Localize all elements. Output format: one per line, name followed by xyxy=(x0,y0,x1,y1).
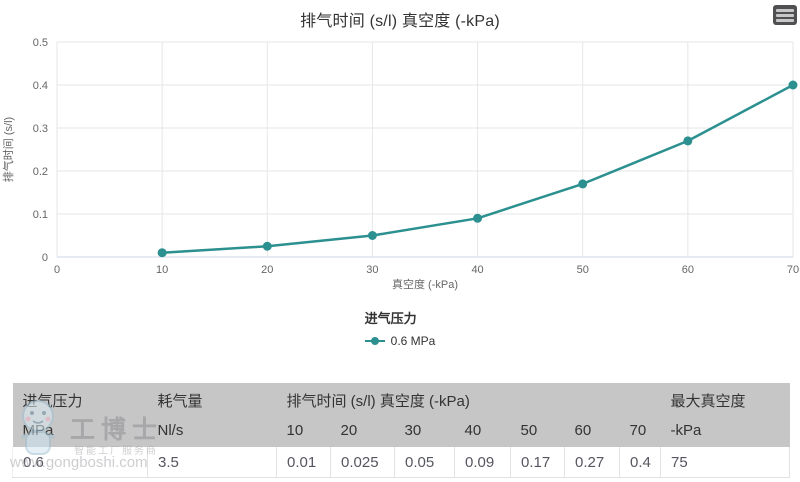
x-tick-label: 10 xyxy=(156,264,168,276)
x-tick-label: 0 xyxy=(54,264,60,276)
x-tick-label: 30 xyxy=(366,264,378,276)
cell-t10: 0.01 xyxy=(276,447,331,478)
x-axis-title: 真空度 (-kPa) xyxy=(392,277,458,291)
chart-title: 排气时间 (s/l) 真空度 (-kPa) xyxy=(300,13,500,30)
y-tick-label: 0.2 xyxy=(33,166,48,178)
line-chart: 0 10 20 30 40 50 60 70 0 0.1 0.2 0.3 0.4 0.5 真空度 (-kPa… xyxy=(1,37,799,291)
data-point-20[interactable] xyxy=(262,241,272,251)
unit-nls: Nl/s xyxy=(147,418,277,447)
data-point-50[interactable] xyxy=(578,179,588,189)
data-point-40[interactable] xyxy=(473,213,483,223)
cell-t60: 0.27 xyxy=(564,447,620,478)
hamburger-icon xyxy=(776,8,794,12)
data-point-70[interactable] xyxy=(788,80,798,90)
cell-consumption: 3.5 xyxy=(147,447,277,478)
x-tick-label: 60 xyxy=(682,264,694,276)
cell-t30: 0.05 xyxy=(394,447,455,478)
x-tick-label: 20 xyxy=(261,264,273,276)
vacuum-60: 60 xyxy=(564,418,620,447)
legend-box: 进气压力 0.6 MPa xyxy=(364,308,436,348)
y-tick-label: 0.4 xyxy=(33,80,48,92)
vacuum-70: 70 xyxy=(619,418,661,447)
data-point-60[interactable] xyxy=(683,136,693,146)
cell-t70: 0.4 xyxy=(619,447,662,478)
vacuum-30: 30 xyxy=(394,418,455,447)
legend-marker-icon xyxy=(364,337,385,345)
col-header-max-vacuum: 最大真空度 xyxy=(660,383,790,418)
unit-kpa: -kPa xyxy=(660,418,790,447)
table-row: 0.6 3.5 0.01 0.025 0.05 0.09 0.17 0.27 0… xyxy=(12,447,791,478)
hamburger-icon xyxy=(776,18,794,22)
unit-mpa: MPa xyxy=(12,418,148,447)
data-point-30[interactable] xyxy=(367,231,377,240)
cell-max-vacuum: 75 xyxy=(660,447,791,478)
cell-t20: 0.025 xyxy=(330,447,395,478)
chart-legend: 进气压力 0.6 MPa xyxy=(0,308,800,351)
y-tick-label: 0 xyxy=(42,252,48,264)
vacuum-20: 20 xyxy=(330,418,395,447)
cell-pressure: 0.6 xyxy=(12,447,148,478)
legend-item-label: 0.6 MPa xyxy=(390,334,436,348)
vacuum-40: 40 xyxy=(454,418,511,447)
y-axis-title: 排气时间 (s/l) xyxy=(1,117,15,182)
table-header-row-1: 进气压力 耗气量 排气时间 (s/l) 真空度 (-kPa) 最大真空度 xyxy=(12,383,790,418)
cell-t40: 0.09 xyxy=(454,447,511,478)
col-header-exhaust-time: 排气时间 (s/l) 真空度 (-kPa) xyxy=(276,383,661,418)
col-header-air-consumption: 耗气量 xyxy=(147,383,277,418)
x-tick-label: 40 xyxy=(471,264,483,276)
cell-t50: 0.17 xyxy=(510,447,565,478)
y-tick-label: 0.3 xyxy=(33,123,48,135)
legend-item-0.6MPa[interactable]: 0.6 MPa xyxy=(364,334,436,348)
col-header-inlet-pressure: 进气压力 xyxy=(12,383,148,418)
table-header-row-2: MPa Nl/s 10 20 30 40 50 60 70 -kPa xyxy=(12,418,790,447)
data-table: 进气压力 耗气量 排气时间 (s/l) 真空度 (-kPa) 最大真空度 MPa… xyxy=(12,383,791,478)
x-tick-label: 70 xyxy=(787,264,799,276)
vacuum-10: 10 xyxy=(276,418,331,447)
vacuum-50: 50 xyxy=(510,418,565,447)
y-tick-label: 0.5 xyxy=(33,37,48,49)
y-tick-label: 0.1 xyxy=(33,209,48,221)
legend-title: 进气压力 xyxy=(364,311,417,326)
chart-context-menu-button[interactable] xyxy=(773,5,797,25)
hamburger-icon xyxy=(776,13,794,17)
data-point-10[interactable] xyxy=(157,248,167,258)
x-tick-label: 50 xyxy=(577,264,589,276)
